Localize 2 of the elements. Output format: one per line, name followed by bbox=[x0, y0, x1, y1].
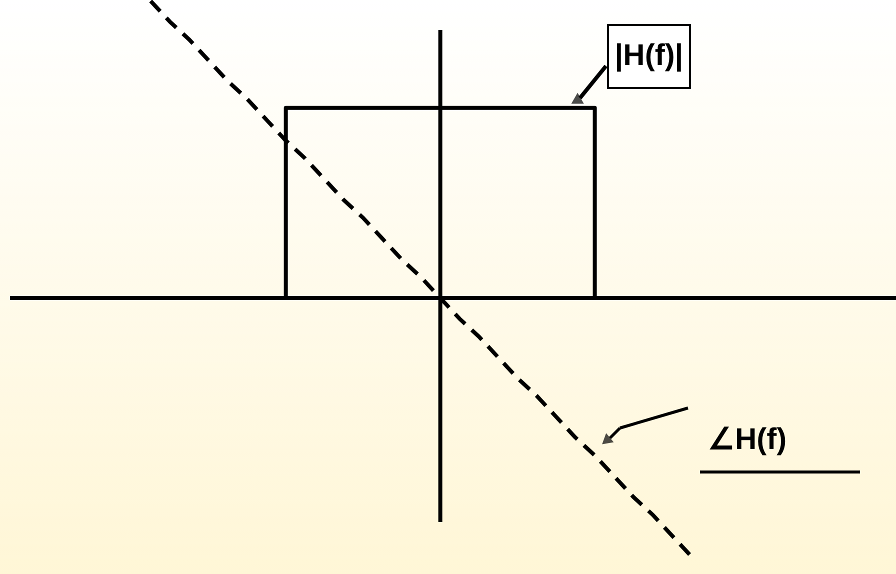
annotation: |H(f)| bbox=[614, 39, 684, 72]
text: ∠H(f) bbox=[708, 423, 787, 456]
